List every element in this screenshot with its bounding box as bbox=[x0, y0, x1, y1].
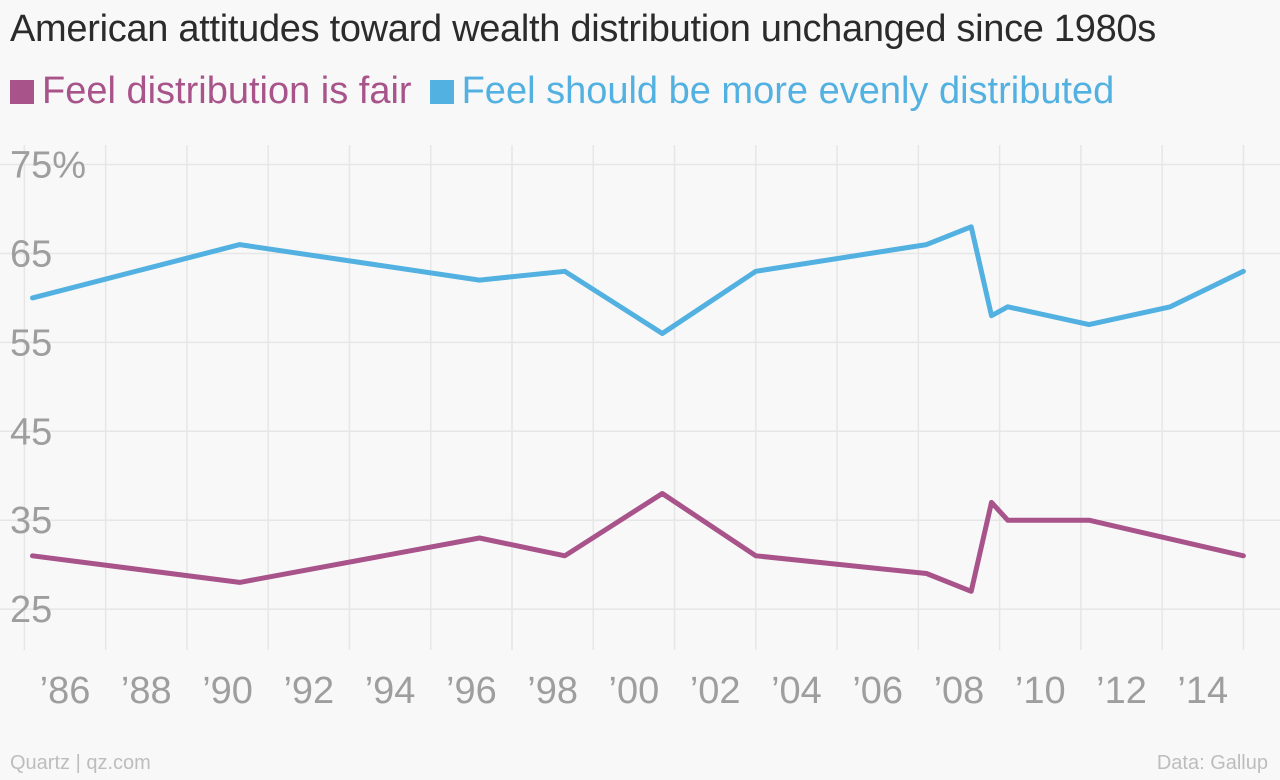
y-axis-tick-labels: 75% 65 55 45 35 25 bbox=[10, 145, 86, 632]
x-tick-label: ’94 bbox=[365, 670, 416, 712]
series-lines bbox=[30, 224, 1246, 594]
y-tick-label: 55 bbox=[10, 322, 52, 364]
x-tick-label: ’12 bbox=[1096, 670, 1147, 712]
x-tick-label: ’92 bbox=[283, 670, 334, 712]
series-line-1 bbox=[30, 224, 1246, 336]
x-tick-label: ’02 bbox=[690, 670, 741, 712]
y-tick-label: 75% bbox=[10, 145, 86, 187]
y-tick-label: 35 bbox=[10, 500, 52, 542]
source-credit: Quartz | qz.com bbox=[10, 752, 151, 774]
x-tick-label: ’14 bbox=[1177, 670, 1228, 712]
legend: Feel distribution is fair Feel should be… bbox=[10, 70, 1132, 113]
legend-label-fair: Feel distribution is fair bbox=[42, 70, 412, 112]
x-tick-label: ’10 bbox=[1015, 670, 1066, 712]
legend-swatch-fair bbox=[10, 79, 34, 104]
legend-item-fair: Feel distribution is fair bbox=[10, 70, 412, 113]
horizontal-gridlines bbox=[0, 163, 1280, 610]
legend-swatch-evenly bbox=[429, 79, 454, 104]
x-tick-label: ’04 bbox=[771, 670, 822, 712]
x-tick-label: ’08 bbox=[934, 670, 985, 712]
x-tick-label: ’98 bbox=[527, 670, 578, 712]
data-source: Data: Gallup bbox=[1156, 752, 1268, 774]
chart-title: American attitudes toward wealth distrib… bbox=[10, 8, 1156, 50]
x-tick-label: ’90 bbox=[202, 670, 253, 712]
y-tick-label: 65 bbox=[10, 233, 52, 275]
legend-label-evenly: Feel should be more evenly distributed bbox=[461, 70, 1115, 112]
x-axis-tick-labels: ’86 ’88 ’90 ’92 ’94 ’96 ’98 ’00 ’02 ’04 ’06 ’08 ’10 ’… bbox=[40, 670, 1228, 712]
x-tick-label: ’06 bbox=[852, 670, 903, 712]
x-tick-label: ’86 bbox=[40, 670, 91, 712]
series-line-0 bbox=[30, 491, 1246, 594]
y-tick-label: 25 bbox=[10, 589, 52, 631]
x-tick-label: ’88 bbox=[121, 670, 172, 712]
vertical-gridlines bbox=[23, 145, 1245, 650]
legend-item-evenly: Feel should be more evenly distributed bbox=[429, 70, 1115, 113]
y-tick-label: 45 bbox=[10, 411, 52, 453]
x-tick-label: ’96 bbox=[446, 670, 497, 712]
x-tick-label: ’00 bbox=[609, 670, 660, 712]
